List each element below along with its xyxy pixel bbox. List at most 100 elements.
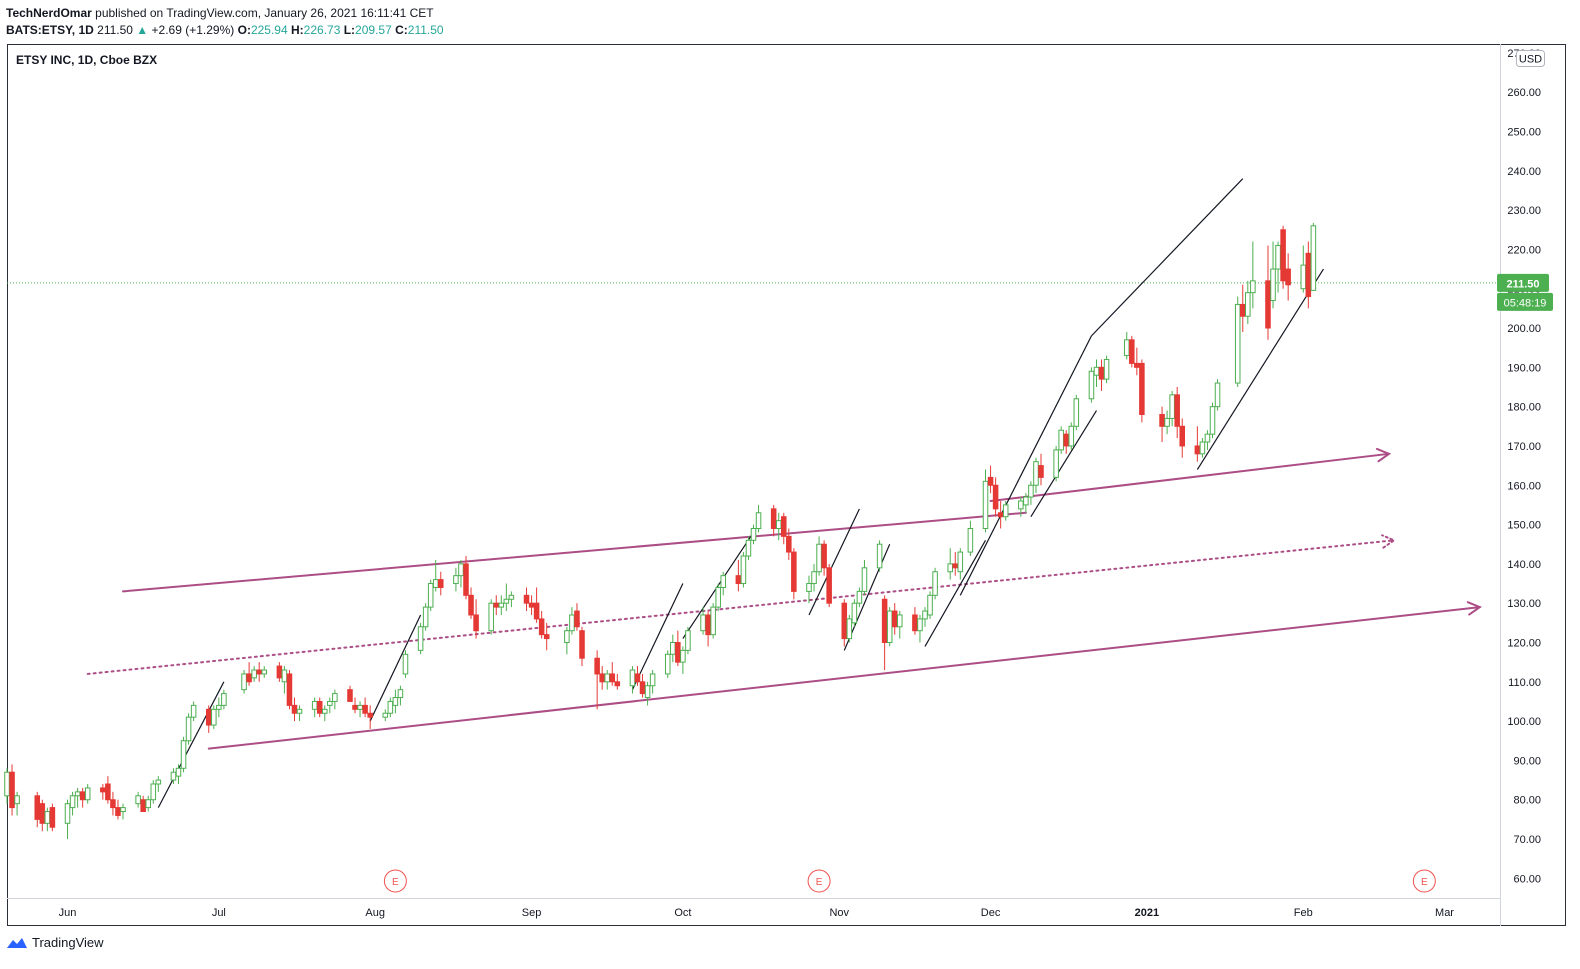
candle [387, 697, 394, 718]
time-tick-label: Jun [59, 907, 77, 919]
trend-line [1091, 178, 1244, 337]
trend-drawings[interactable] [157, 178, 1324, 808]
candle [634, 666, 641, 686]
candle [1280, 225, 1286, 289]
tradingview-footer[interactable]: TradingView [6, 935, 104, 950]
time-tick-label: 2021 [1135, 907, 1159, 919]
trend-line [631, 583, 684, 690]
candle-body [634, 673, 641, 683]
candle-body [1199, 441, 1206, 455]
candle [352, 697, 358, 714]
candle [735, 559, 742, 592]
candle [251, 666, 257, 682]
candle [9, 764, 15, 816]
candle [1300, 245, 1307, 293]
candle-body [594, 657, 600, 675]
candle-body [34, 795, 41, 820]
candle-body [775, 520, 782, 529]
candle-body [912, 614, 918, 632]
low-label: L: [343, 23, 356, 37]
candle [4, 768, 10, 804]
candle [155, 776, 162, 792]
candle-body [922, 610, 928, 620]
candle-body [402, 653, 409, 675]
candle-body [458, 563, 464, 577]
trend-line [1196, 268, 1324, 470]
candle [216, 697, 222, 718]
candle [1053, 445, 1059, 482]
candle-body [1053, 449, 1059, 478]
candle-body [639, 681, 646, 695]
author-name[interactable]: TechNerdOmar [6, 6, 92, 20]
trend-line [924, 539, 987, 647]
currency-badge[interactable]: USD [1516, 50, 1545, 67]
candle [528, 595, 535, 615]
last-price-badge [1497, 273, 1549, 292]
candle [639, 673, 646, 698]
candle [417, 622, 424, 655]
candle [1245, 280, 1251, 325]
candle [1209, 402, 1216, 439]
candle-body [569, 614, 575, 632]
candle-body [397, 689, 404, 699]
time-tick-label: Nov [829, 907, 849, 919]
candle-body [1134, 362, 1140, 368]
candle-body [745, 539, 752, 557]
candle [670, 634, 676, 663]
candle [110, 791, 116, 816]
candle-body [982, 480, 989, 529]
candle [720, 571, 727, 596]
candle [205, 705, 212, 733]
candle [886, 607, 893, 647]
candle-body [856, 590, 863, 604]
candle [927, 591, 933, 619]
candle-body [432, 579, 439, 588]
candle-body [1068, 425, 1075, 447]
candle-body [1234, 303, 1241, 384]
candle [649, 670, 656, 694]
time-tick-label: Mar [1435, 907, 1454, 919]
candle [488, 599, 494, 635]
candle [856, 587, 863, 608]
price-tick-label: 200.00 [1507, 323, 1541, 335]
candle-body [1300, 264, 1307, 290]
candle-body [861, 567, 868, 592]
candle-body [382, 712, 389, 718]
candle-body [705, 614, 711, 636]
candle-body [528, 602, 535, 608]
candle [64, 799, 71, 840]
candle-body [286, 673, 293, 706]
candle [846, 614, 853, 643]
candle-body [185, 716, 192, 742]
candle [579, 626, 585, 667]
candle-body [468, 594, 474, 616]
candle-body [9, 771, 15, 809]
candle [100, 784, 106, 800]
candle [841, 599, 848, 647]
candle-body [39, 803, 46, 824]
price-tick-label: 160.00 [1507, 480, 1541, 492]
close-label: C: [395, 23, 408, 37]
candle [14, 791, 20, 816]
price-axis[interactable]: 60.00 70.00 80.00 90.00 100.00 110.00 120.00 13… [1507, 48, 1541, 885]
candle [599, 666, 605, 690]
candle-body [1129, 339, 1135, 364]
earnings-label: E [816, 877, 823, 888]
candle-body [367, 712, 373, 718]
candle [493, 595, 500, 615]
candle-body [1093, 366, 1100, 376]
time-axis[interactable]: Jun Jul Aug Sep Oct Nov Dec 2021 Feb Mar [59, 907, 1455, 919]
candle-body [1018, 500, 1024, 510]
candle-body [1194, 445, 1201, 455]
candle-body [170, 771, 177, 781]
candle-body [205, 708, 212, 726]
candle-body [876, 543, 883, 569]
channel-drawings[interactable] [86, 447, 1482, 750]
candle [1305, 241, 1312, 309]
candle [982, 469, 989, 533]
candle [175, 764, 182, 785]
price-tick-label: 170.00 [1507, 441, 1541, 453]
candle [1018, 497, 1024, 517]
price-chart[interactable]: ETSY INC, 1D, Cboe BZX 60.00 70.00 80.00 90… [0, 0, 1580, 935]
